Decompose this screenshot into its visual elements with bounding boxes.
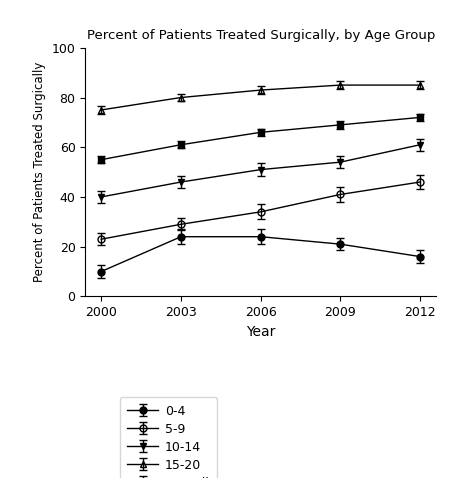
Y-axis label: Percent of Patients Treated Surgically: Percent of Patients Treated Surgically	[33, 62, 46, 282]
X-axis label: Year: Year	[246, 325, 275, 338]
Title: Percent of Patients Treated Surgically, by Age Group: Percent of Patients Treated Surgically, …	[87, 30, 435, 43]
Legend: 0-4, 5-9, 10-14, 15-20, Overall: 0-4, 5-9, 10-14, 15-20, Overall	[119, 397, 217, 478]
